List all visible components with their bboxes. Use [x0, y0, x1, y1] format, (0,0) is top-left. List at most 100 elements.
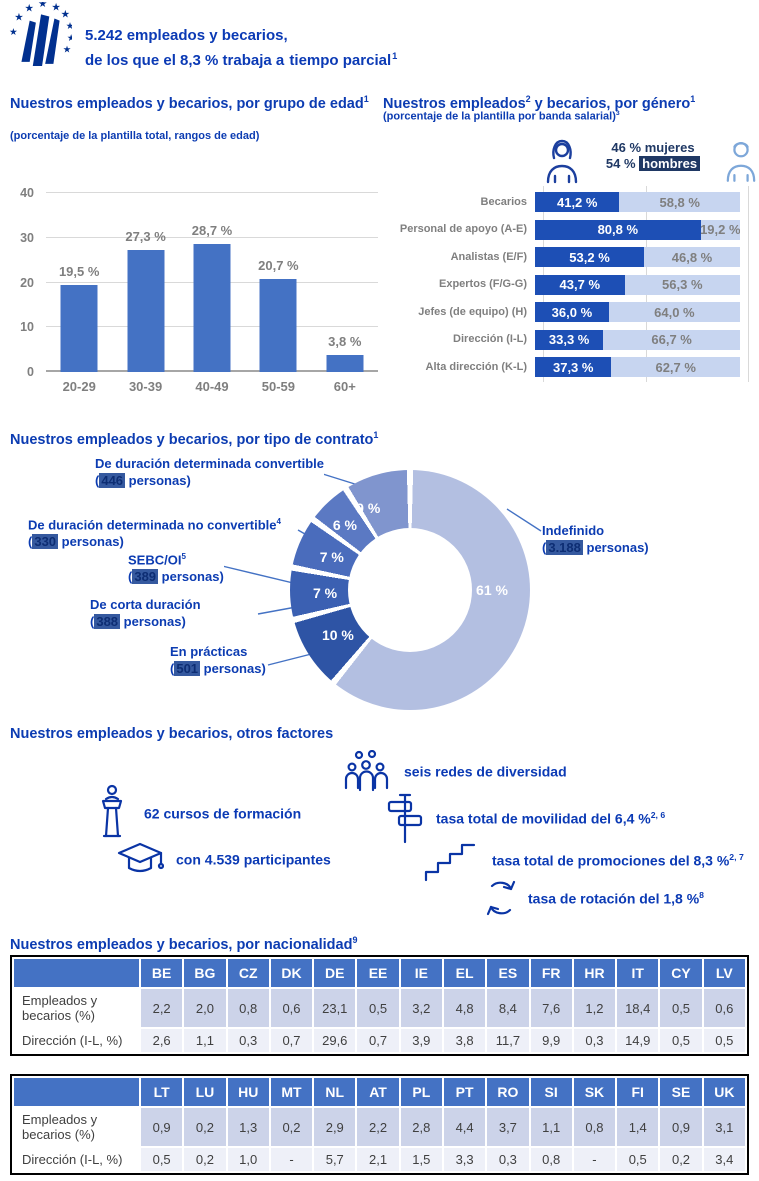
country-column-header: LU: [182, 1076, 228, 1108]
nationality-table: LT LU HU MT NL AT PL PT RO SI SK FI SE UK Empleados y …: [12, 1076, 748, 1173]
value-cell: 11,7: [485, 1027, 531, 1054]
gender-bar: 33,3 % 66,7 %: [535, 329, 740, 350]
table-row: Dirección (I-L, %) 2,6 1,1 0,3 0,7 29,6 0,7 3,9…: [12, 1027, 748, 1054]
donut-callout-2: De corta duración (388 personas): [90, 596, 201, 630]
value-cell: 2,2: [355, 1106, 401, 1148]
value-cell: 2,6: [138, 1027, 185, 1054]
contract-type-label: De corta duración: [90, 597, 201, 612]
country-column-header: [12, 1076, 141, 1108]
persons-count-link[interactable]: 389: [132, 569, 159, 585]
donut-pct-9%: 9 %: [356, 500, 381, 517]
age-bar-50-59: [259, 279, 297, 372]
value-cell: 0,3: [571, 1027, 618, 1054]
gender-row: Becarios 41,2 % 58,8 %: [383, 192, 748, 212]
country-column-header: FI: [615, 1076, 661, 1108]
age-bar-slot: 20,7 % 50-59: [245, 193, 311, 394]
age-chart-y-axis: 0 10 20 30 40: [8, 186, 38, 379]
hombres-link[interactable]: hombres: [639, 156, 701, 171]
country-column-header: BG: [182, 957, 228, 989]
gridline-30: [46, 236, 378, 238]
svg-text:★: ★: [38, 2, 47, 10]
value-cell: 4,4: [441, 1106, 488, 1148]
fact-diversity-networks: seis redes de diversidad: [344, 750, 567, 792]
gender-bar: 41,2 % 58,8 %: [535, 192, 740, 212]
fact-turnover-rate: tasa de rotación del 1,8 %8: [484, 878, 704, 918]
age-bar-40-49: [193, 243, 231, 372]
value-cell: 0,3: [225, 1027, 271, 1054]
value-cell: -: [571, 1146, 618, 1173]
value-cell: 4,8: [441, 987, 488, 1029]
gender-row: Personal de apoyo (A-E) 80,8 % 19,2 %: [383, 219, 748, 240]
country-column-header: [12, 957, 141, 989]
value-cell: 8,4: [485, 987, 531, 1029]
gridline-40: [46, 192, 378, 193]
age-bar-60+: [326, 355, 364, 372]
y-tick-30: 30: [20, 230, 34, 245]
persons-count-link[interactable]: 501: [174, 661, 201, 676]
trainer-icon: [101, 784, 123, 838]
x-tick-30-39: 30-39: [128, 379, 163, 394]
country-column-header: HR: [571, 957, 618, 989]
row-label-cell: Dirección (I-L, %): [12, 1146, 141, 1173]
gender-bar-women-segment: 36,0 %: [535, 302, 609, 322]
gender-row-label: Personal de apoyo (A-E): [399, 223, 527, 235]
gender-bar-women-segment: 33,3 %: [535, 329, 604, 350]
value-cell: 0,2: [658, 1146, 704, 1173]
country-column-header: ES: [485, 957, 531, 989]
age-section-title: Nuestros empleados y becarios, por grupo…: [10, 94, 369, 112]
country-column-header: AT: [355, 1076, 401, 1108]
value-cell: 29,6: [312, 1027, 358, 1054]
persons-count-link[interactable]: 3.188: [546, 540, 583, 555]
donut-callout-4: De duración determinada no convertible4(…: [28, 513, 281, 551]
persons-count-link[interactable]: 330: [32, 534, 59, 550]
value-cell: 9,9: [528, 1027, 574, 1054]
table-row: Empleados y becarios (%) 2,2 2,0 0,8 0,6 23,1…: [12, 987, 748, 1029]
country-column-header: IT: [615, 957, 661, 989]
value-cell: 3,8: [441, 1027, 488, 1054]
value-cell: 0,5: [658, 987, 704, 1029]
signpost-icon: [387, 793, 423, 844]
table-header-row: BE BG CZ DK DE EE IE EL ES FR HR IT CY LV: [12, 957, 748, 989]
country-column-header: PT: [441, 1076, 488, 1108]
age-bar-value: 28,7 %: [191, 222, 233, 238]
man-icon: [726, 141, 756, 182]
nationality-table: BE BG CZ DK DE EE IE EL ES FR HR IT CY LV Empleados y …: [12, 957, 748, 1054]
persons-count-link[interactable]: 388: [94, 614, 121, 629]
contract-type-donut-chart: 61 % 10 % 7 % 7 % 6 % 9 %: [290, 470, 530, 710]
value-cell: 2,9: [312, 1106, 358, 1148]
gender-row-label: Alta dirección (K-L): [425, 360, 527, 373]
age-bar-20-29: [60, 284, 98, 372]
donut-pct-61%: 61 %: [476, 582, 508, 598]
gender-bar-men-segment: 46,8 %: [644, 247, 740, 267]
value-cell: 14,9: [615, 1027, 661, 1054]
country-column-header: SE: [658, 1076, 704, 1108]
gender-row: Expertos (F/G-G) 43,7 % 56,3 %: [383, 274, 748, 295]
gender-bar-women-segment: 37,3 %: [535, 357, 612, 377]
value-cell: 1,0: [225, 1146, 271, 1173]
y-tick-40: 40: [20, 186, 34, 200]
fact-promotion-rate: tasa total de promociones del 8,3 %2, 7: [424, 838, 744, 882]
others-section-title: Nuestros empleados y becarios, otros fac…: [10, 726, 334, 742]
country-column-header: RO: [485, 1076, 531, 1108]
value-cell: 3,2: [398, 987, 444, 1029]
row-label-cell: Empleados y becarios (%): [12, 1106, 141, 1148]
mujeres-label: mujeres: [644, 140, 695, 155]
tiempo-parcial-link[interactable]: tiempo parcial: [288, 52, 393, 69]
persons-count-link[interactable]: 446: [99, 473, 126, 488]
gender-bar: 36,0 % 64,0 %: [535, 302, 740, 322]
age-distribution-chart: 0 10 20 30 40 19,5 % 20-29 27,3 % 30-39 28,7 % 40…: [8, 182, 380, 400]
value-cell: 5,7: [312, 1146, 358, 1173]
svg-text:★: ★: [14, 13, 23, 24]
gender-bar-men-segment: 56,3 %: [624, 274, 740, 295]
value-cell: 0,9: [658, 1106, 704, 1148]
gender-bar-men-segment: 19,2 %: [700, 219, 740, 240]
gender-bar-men-segment: 62,7 %: [611, 357, 740, 377]
contract-type-label: En prácticas: [170, 644, 248, 659]
value-cell: 0,9: [138, 1106, 185, 1148]
age-bar-slot: 19,5 % 20-29: [46, 193, 112, 394]
donut-pct-6%: 6 %: [332, 516, 357, 533]
svg-text:★: ★: [67, 33, 72, 43]
value-cell: 1,4: [615, 1106, 661, 1148]
age-bar-slot: 27,3 % 30-39: [112, 193, 178, 394]
value-cell: 0,5: [138, 1146, 185, 1173]
